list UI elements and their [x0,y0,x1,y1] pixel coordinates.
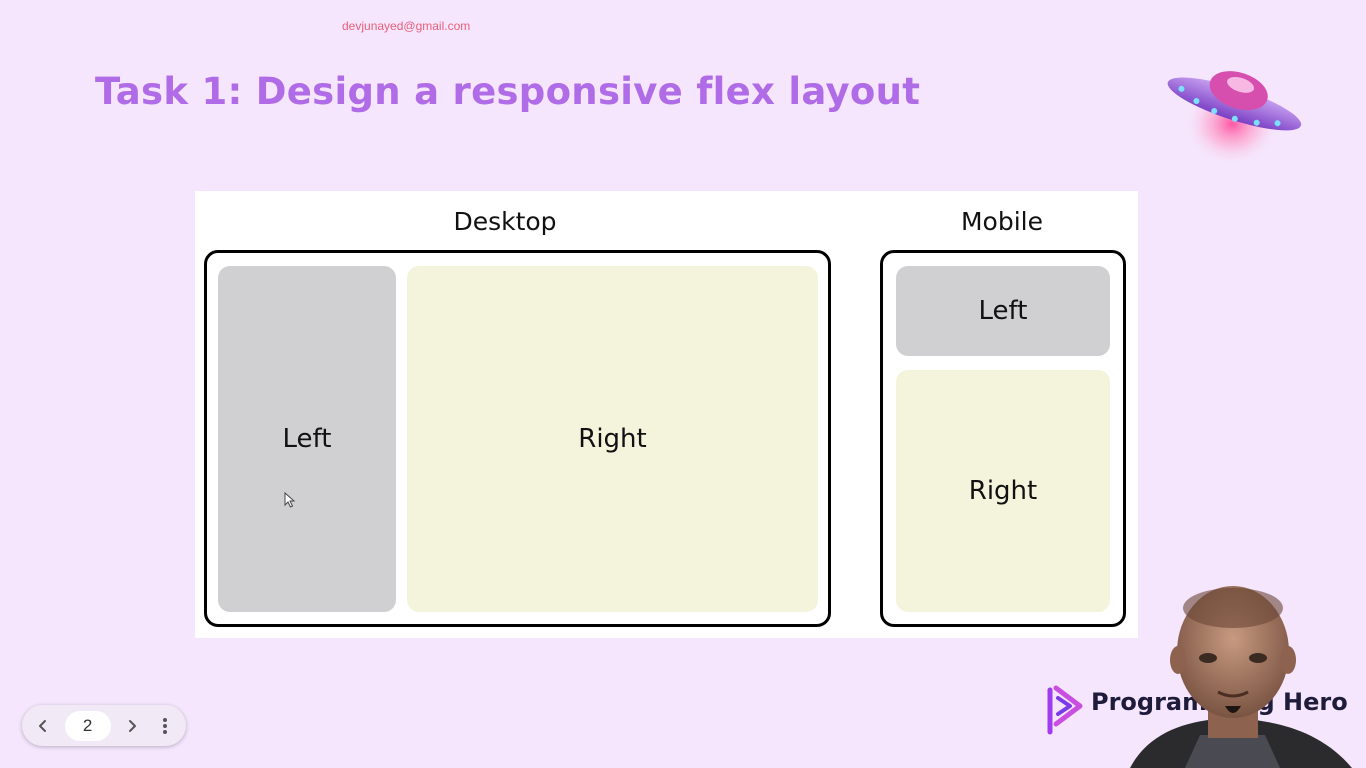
slide-title: Task 1: Design a responsive flex layout [95,70,921,113]
webcam-presenter-overlay [1130,586,1352,768]
desktop-left-label: Left [282,424,332,454]
layout-diagram: Desktop Mobile Left Right Left Right [195,191,1138,638]
more-options-button[interactable] [154,715,176,737]
next-slide-button[interactable] [121,715,143,737]
previous-slide-button[interactable] [32,715,54,737]
mobile-right-panel: Right [896,370,1110,612]
chevron-right-icon [129,719,137,732]
desktop-left-panel: Left [218,266,396,612]
page-number[interactable]: 2 [64,710,111,741]
desktop-right-panel: Right [407,266,818,612]
programming-hero-logo-icon [1047,685,1083,735]
mobile-left-panel: Left [896,266,1110,356]
mobile-heading: Mobile [960,207,1043,236]
slide-navigation: 2 [22,705,186,746]
mobile-left-label: Left [978,296,1028,326]
desktop-right-label: Right [578,424,647,454]
mobile-right-label: Right [968,476,1038,506]
mouse-cursor-icon [284,492,296,508]
watermark-email: devjunayed@gmail.com [342,19,471,33]
desktop-heading: Desktop [453,207,557,236]
ufo-icon [1167,71,1302,166]
chevron-left-icon [39,719,46,732]
mobile-frame [880,250,1126,627]
desktop-frame [204,250,831,627]
more-vertical-icon [162,717,167,734]
